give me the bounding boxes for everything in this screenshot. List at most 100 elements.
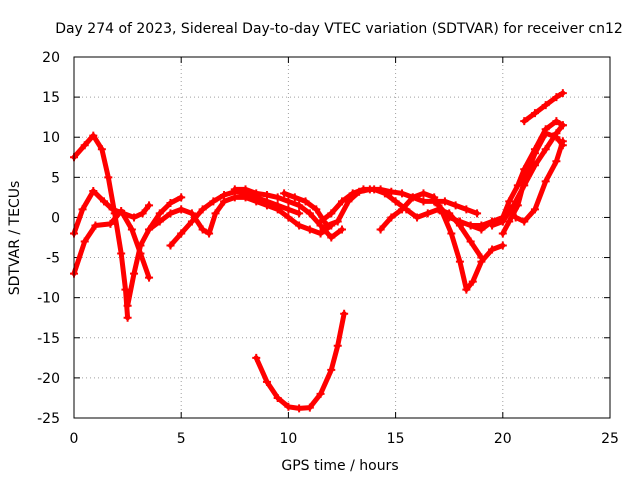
data-point bbox=[305, 209, 314, 218]
data-point bbox=[121, 285, 130, 294]
data-point bbox=[391, 197, 400, 206]
chart-title: Day 274 of 2023, Sidereal Day-to-day VTE… bbox=[55, 21, 623, 37]
data-point bbox=[117, 207, 126, 216]
data-point bbox=[558, 89, 567, 98]
data-point bbox=[166, 241, 175, 250]
series-layer bbox=[70, 89, 567, 413]
data-point bbox=[466, 221, 475, 230]
series-track-8 bbox=[253, 311, 347, 411]
y-tick-label: -25 bbox=[37, 411, 60, 427]
data-point bbox=[498, 241, 507, 250]
data-point bbox=[477, 225, 486, 234]
data-point bbox=[541, 177, 550, 186]
data-point bbox=[468, 277, 477, 286]
data-point bbox=[541, 129, 550, 138]
data-point bbox=[273, 393, 282, 402]
data-point bbox=[211, 209, 220, 218]
data-point bbox=[333, 217, 342, 226]
data-point bbox=[447, 229, 456, 238]
data-point bbox=[398, 189, 407, 198]
data-point bbox=[284, 402, 293, 411]
data-point bbox=[387, 213, 396, 222]
data-point bbox=[338, 225, 346, 234]
y-tick-label: 0 bbox=[51, 210, 60, 226]
data-point bbox=[316, 217, 325, 226]
data-point bbox=[187, 209, 196, 218]
data-point bbox=[327, 209, 336, 218]
data-point bbox=[241, 193, 250, 202]
data-point bbox=[97, 145, 106, 154]
data-point bbox=[205, 229, 214, 238]
data-point bbox=[322, 221, 331, 230]
data-point bbox=[312, 205, 321, 214]
y-axis-label: SDTVAR / TECUs bbox=[7, 181, 23, 296]
data-point bbox=[123, 313, 132, 322]
data-point bbox=[520, 117, 529, 126]
data-point bbox=[440, 197, 449, 206]
data-point bbox=[145, 201, 154, 210]
data-point bbox=[505, 197, 514, 206]
data-point bbox=[198, 225, 207, 234]
data-point bbox=[530, 149, 539, 158]
data-point bbox=[552, 133, 561, 142]
data-point bbox=[505, 205, 514, 214]
x-tick-label: 0 bbox=[70, 431, 79, 447]
y-tick-label: -15 bbox=[37, 331, 60, 347]
data-point bbox=[455, 217, 464, 226]
data-point bbox=[451, 201, 460, 210]
y-tick-label: -20 bbox=[37, 371, 60, 387]
data-point bbox=[290, 193, 299, 202]
data-point bbox=[462, 205, 471, 214]
data-point bbox=[177, 205, 186, 214]
data-point bbox=[423, 209, 432, 218]
data-point bbox=[155, 209, 164, 218]
x-tick-label: 25 bbox=[601, 431, 619, 447]
data-point bbox=[380, 189, 389, 198]
x-tick-label: 5 bbox=[177, 431, 186, 447]
data-point bbox=[513, 201, 522, 210]
data-point bbox=[338, 197, 346, 206]
x-axis-label: GPS time / hours bbox=[281, 458, 398, 474]
data-point bbox=[280, 189, 289, 198]
data-point bbox=[284, 213, 293, 222]
data-point bbox=[455, 257, 464, 266]
data-point bbox=[348, 189, 357, 198]
data-point bbox=[413, 213, 422, 222]
data-point bbox=[106, 219, 115, 228]
data-point bbox=[155, 217, 164, 226]
data-point bbox=[198, 205, 207, 214]
data-point bbox=[262, 190, 271, 199]
data-point bbox=[138, 209, 147, 218]
data-point bbox=[104, 173, 113, 182]
data-point bbox=[398, 205, 407, 214]
data-point bbox=[327, 365, 336, 374]
data-point bbox=[370, 185, 379, 194]
data-point bbox=[252, 353, 261, 362]
data-point bbox=[130, 269, 139, 278]
data-point bbox=[123, 301, 132, 310]
data-point bbox=[78, 205, 87, 214]
data-point bbox=[376, 225, 385, 234]
data-point bbox=[445, 213, 454, 222]
data-point bbox=[419, 197, 428, 206]
data-point bbox=[273, 193, 282, 202]
data-point bbox=[230, 193, 239, 202]
data-point bbox=[241, 185, 250, 194]
data-point bbox=[262, 201, 271, 210]
plot-frame bbox=[73, 56, 611, 419]
data-point bbox=[316, 229, 325, 238]
data-point bbox=[552, 117, 561, 126]
data-point bbox=[340, 309, 349, 318]
data-point bbox=[530, 109, 539, 118]
data-point bbox=[252, 189, 261, 198]
series-track-11 bbox=[378, 190, 506, 293]
data-point bbox=[541, 101, 550, 110]
data-point bbox=[91, 221, 100, 230]
data-point bbox=[530, 205, 539, 214]
data-point bbox=[359, 185, 368, 194]
data-point bbox=[419, 189, 428, 198]
data-point bbox=[220, 197, 229, 206]
data-point bbox=[316, 389, 325, 398]
